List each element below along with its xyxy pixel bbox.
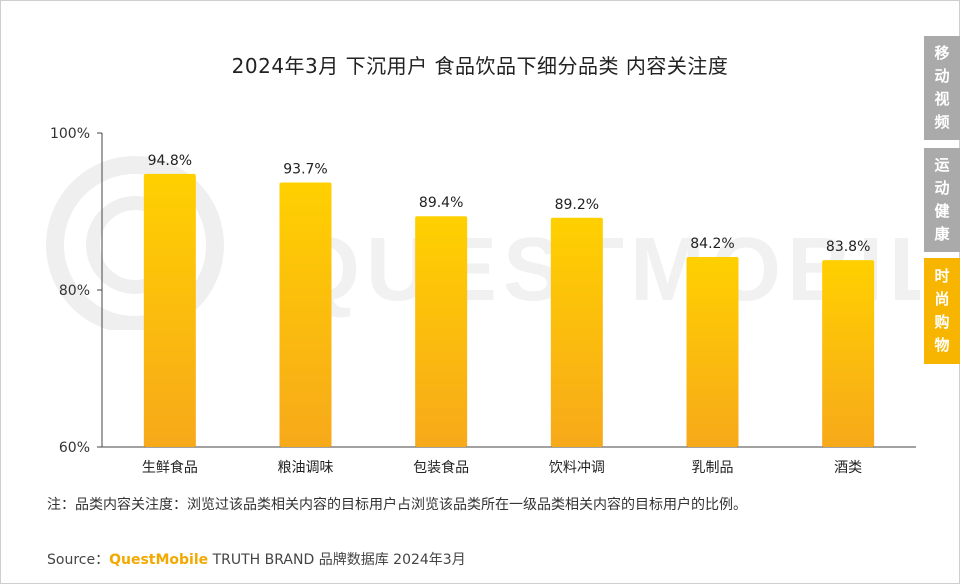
y-tick-label: 60% bbox=[59, 440, 90, 456]
side-tab-2[interactable]: 运动健康 bbox=[924, 148, 960, 252]
source-prefix: Source： bbox=[47, 552, 110, 568]
y-tick-label: 100% bbox=[50, 126, 90, 142]
bar-chart: 60% 80% 100% 94.8% 生鲜食品 93.7% 粮油调味 89.4% 包装食品 89… bbox=[50, 126, 916, 476]
x-tick-label: 生鲜食品 bbox=[142, 459, 198, 476]
side-tab-label: 移动视频 bbox=[934, 44, 950, 131]
bar bbox=[415, 216, 468, 447]
side-tab-label: 时尚购物 bbox=[934, 267, 950, 354]
x-tick-label: 乳制品 bbox=[692, 460, 734, 476]
bar-value-label: 84.2% bbox=[690, 236, 734, 252]
x-tick-label: 酒类 bbox=[834, 460, 862, 476]
side-tab-1[interactable]: 移动视频 bbox=[924, 36, 960, 140]
bar-value-label: 89.4% bbox=[419, 195, 463, 211]
source-line: Source：QuestMobile TRUTH BRAND 品牌数据库 202… bbox=[47, 549, 466, 569]
bar bbox=[822, 260, 875, 447]
side-tab-3[interactable]: 时尚购物 bbox=[924, 258, 960, 364]
chart-title: 2024年3月 下沉用户 食品饮品下细分品类 内容关注度 bbox=[231, 54, 729, 78]
bar bbox=[279, 182, 332, 447]
bar-value-label: 93.7% bbox=[283, 161, 327, 177]
footnote: 注：品类内容关注度：浏览过该品类相关内容的目标用户占浏览该品类所在一级品类相关内… bbox=[47, 497, 747, 513]
y-tick-label: 80% bbox=[59, 283, 90, 299]
side-tab-label: 运动健康 bbox=[934, 156, 950, 243]
bar-value-label: 94.8% bbox=[148, 153, 192, 169]
bar-value-label: 89.2% bbox=[555, 197, 599, 213]
source-brand: QuestMobile bbox=[109, 552, 209, 568]
bar-value-label: 83.8% bbox=[826, 239, 870, 255]
bar bbox=[143, 173, 196, 447]
bar bbox=[686, 257, 739, 447]
x-tick-label: 粮油调味 bbox=[278, 460, 334, 476]
bar bbox=[550, 217, 603, 447]
x-tick-label: 饮料冲调 bbox=[549, 460, 605, 476]
x-tick-label: 包装食品 bbox=[413, 459, 469, 476]
source-suffix: TRUTH BRAND 品牌数据库 2024年3月 bbox=[208, 552, 466, 568]
